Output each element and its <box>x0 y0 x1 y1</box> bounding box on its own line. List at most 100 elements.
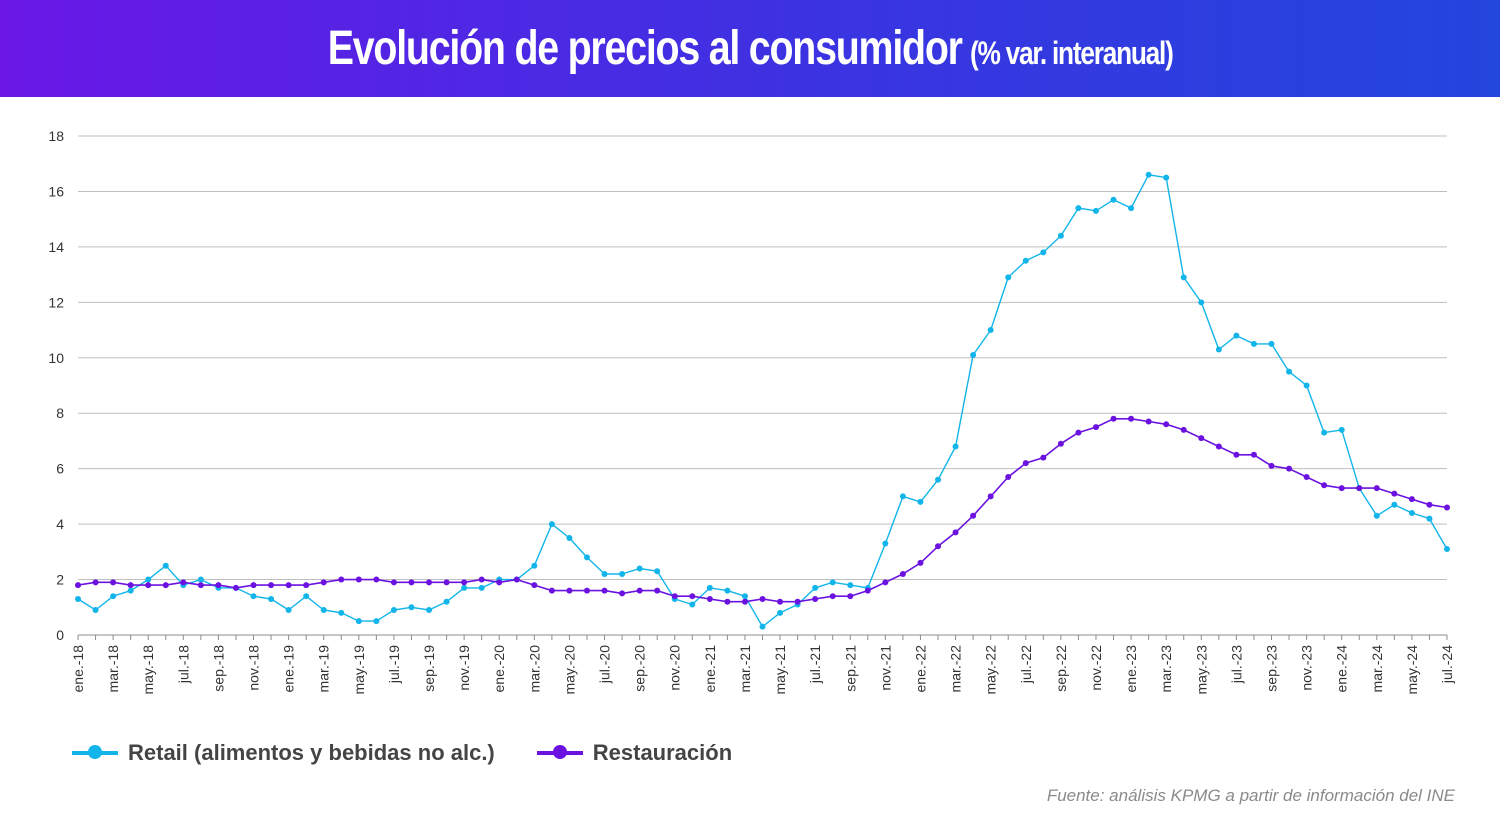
x-tick-label: sep.-20 <box>632 645 648 692</box>
data-point <box>426 579 433 586</box>
data-point <box>654 587 661 594</box>
data-point <box>917 559 924 566</box>
data-point <box>1022 460 1029 467</box>
data-point <box>952 529 959 536</box>
legend-item-retail[interactable]: Retail (alimentos y bebidas no alc.) <box>72 740 495 766</box>
data-point <box>461 584 468 591</box>
x-tick-label: may.-24 <box>1404 645 1420 695</box>
data-point <box>1128 205 1135 212</box>
x-tick-label: may.-21 <box>772 645 788 695</box>
x-tick-label: may.-22 <box>983 645 999 695</box>
x-tick-label: may.-18 <box>140 645 156 695</box>
data-point <box>408 604 415 611</box>
data-point <box>987 493 994 500</box>
data-point <box>197 576 204 583</box>
chart-title: Evolución de precios al consumidor (% var… <box>328 21 1174 76</box>
data-point <box>1110 196 1117 203</box>
data-point <box>899 571 906 578</box>
data-point <box>215 582 222 589</box>
data-point <box>566 587 573 594</box>
data-point <box>162 562 169 569</box>
data-point <box>1250 451 1257 458</box>
x-tick-label: ene.-24 <box>1334 645 1350 693</box>
data-point <box>232 584 239 591</box>
data-point <box>338 576 345 583</box>
data-point <box>794 598 801 605</box>
x-tick-label: nov.-23 <box>1299 645 1315 691</box>
data-point <box>706 584 713 591</box>
data-point <box>197 582 204 589</box>
legend-label-restauracion: Restauración <box>592 740 733 765</box>
y-tick-label: 12 <box>48 294 64 310</box>
data-point <box>1092 207 1099 214</box>
x-tick-label: jul.-18 <box>175 645 191 684</box>
data-point <box>812 595 819 602</box>
data-point <box>1005 274 1012 281</box>
y-tick-label: 0 <box>56 627 64 643</box>
data-point <box>619 590 626 597</box>
x-tick-label: mar.-18 <box>105 645 121 693</box>
data-point <box>1373 485 1380 492</box>
data-point <box>1022 257 1029 264</box>
data-point <box>1321 482 1328 489</box>
x-tick-label: jul.-22 <box>1018 645 1034 684</box>
x-tick-label: sep.-18 <box>210 645 226 692</box>
data-point <box>92 579 99 586</box>
data-point <box>92 607 99 614</box>
data-point <box>268 582 275 589</box>
data-point <box>443 579 450 586</box>
series-line <box>77 417 1448 603</box>
data-point <box>636 565 643 572</box>
data-point <box>268 595 275 602</box>
legend-item-restauracion[interactable]: Restauración <box>536 740 733 766</box>
x-tick-label: may.-23 <box>1193 645 1209 695</box>
x-tick-label: nov.-20 <box>667 645 683 691</box>
data-point <box>478 576 485 583</box>
data-point <box>741 593 748 600</box>
data-point <box>355 576 362 583</box>
y-tick-label: 8 <box>56 405 64 421</box>
x-tick-label: mar.-19 <box>316 645 332 693</box>
data-point <box>1092 424 1099 431</box>
x-tick-label: ene.-23 <box>1123 645 1139 693</box>
x-tick-label: sep.-23 <box>1263 645 1279 692</box>
data-point <box>724 598 731 605</box>
x-tick-label: mar.-24 <box>1369 645 1385 693</box>
data-point <box>1198 299 1205 306</box>
x-tick-label: mar.-20 <box>526 645 542 693</box>
x-tick-label: ene.-22 <box>912 645 928 693</box>
data-point <box>531 582 538 589</box>
data-point <box>390 579 397 586</box>
data-point <box>1268 340 1275 347</box>
y-tick-label: 16 <box>48 183 64 199</box>
legend-marker-restauracion <box>536 745 583 759</box>
data-point <box>1391 490 1398 497</box>
x-tick-label: may.-20 <box>561 645 577 695</box>
data-point <box>1338 485 1345 492</box>
x-tick-label: ene.-18 <box>70 645 86 693</box>
data-point <box>899 493 906 500</box>
legend-marker-retail <box>72 745 118 759</box>
series-restauracion <box>75 415 1450 605</box>
data-point <box>882 540 889 547</box>
x-tick-label: jul.-24 <box>1439 645 1455 684</box>
x-tick-label: jul.-21 <box>807 645 823 684</box>
x-tick-label: nov.-22 <box>1088 645 1104 691</box>
data-point <box>1268 462 1275 469</box>
legend-label-retail: Retail (alimentos y bebidas no alc.) <box>128 740 495 765</box>
y-tick-label: 4 <box>56 516 64 532</box>
data-point <box>1005 473 1012 480</box>
data-point <box>127 587 134 594</box>
x-tick-label: mar.-22 <box>948 645 964 693</box>
data-point <box>1338 426 1345 433</box>
x-tick-label: sep.-19 <box>421 645 437 692</box>
data-point <box>1233 451 1240 458</box>
data-point <box>1075 205 1082 212</box>
data-point <box>285 582 292 589</box>
data-point <box>180 579 187 586</box>
data-point <box>1215 346 1222 353</box>
data-point <box>847 582 854 589</box>
x-tick-label: ene.-20 <box>491 645 507 693</box>
data-point <box>1075 429 1082 436</box>
data-point <box>935 543 942 550</box>
